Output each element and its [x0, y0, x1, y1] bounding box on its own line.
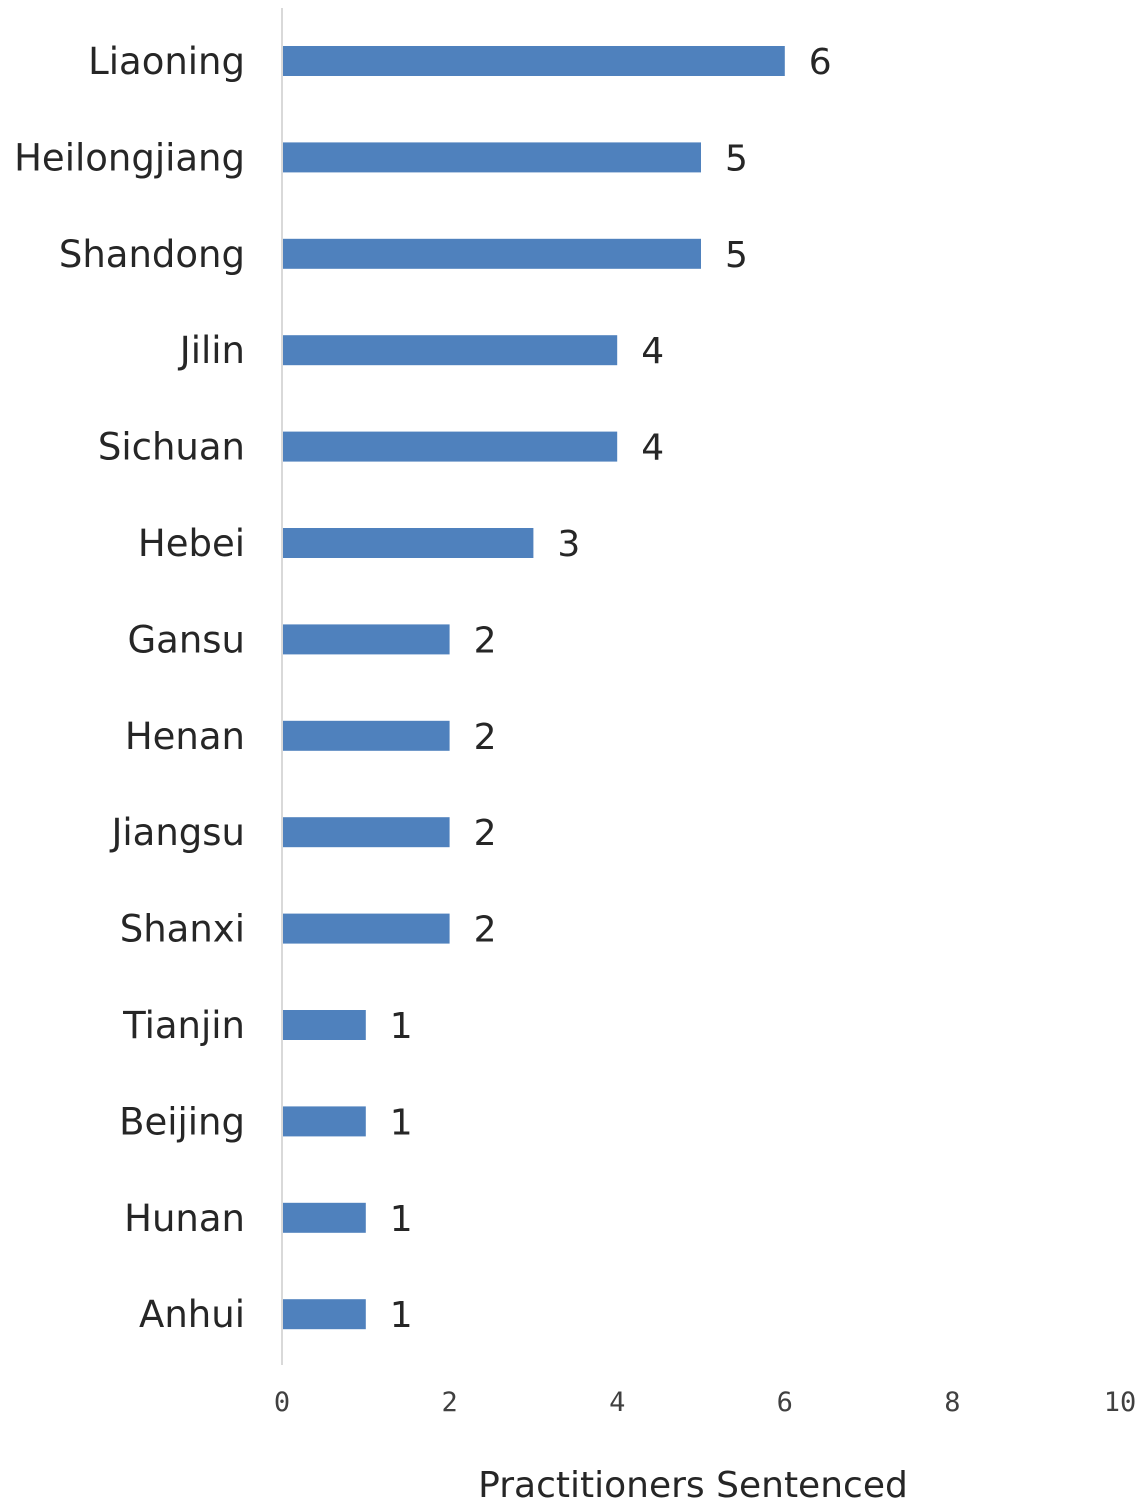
bar-sichuan: [282, 431, 618, 462]
category-label-gansu: Gansu: [127, 618, 245, 661]
category-label-liaoning: Liaoning: [88, 40, 245, 83]
data-label-henan: 2: [474, 717, 497, 758]
bar-shandong: [282, 238, 701, 269]
bar-jilin: [282, 335, 618, 366]
category-label-sichuan: Sichuan: [98, 426, 245, 469]
data-label-hunan: 1: [390, 1199, 413, 1240]
category-labels: Liaoning Heilongjiang Shandong Jilin Sichuan…: [14, 40, 245, 1336]
x-tick-label-6: 6: [777, 1387, 793, 1418]
bar-tianjin: [282, 1010, 366, 1040]
bar-anhui: [282, 1299, 366, 1330]
bar-gansu: [282, 624, 450, 655]
data-label-jilin: 4: [641, 331, 664, 372]
data-label-jiangsu: 2: [474, 813, 497, 854]
bar-shanxi: [282, 913, 450, 944]
category-label-anhui: Anhui: [139, 1293, 245, 1336]
bar-heilongjiang: [282, 142, 701, 173]
x-axis-title: Practitioners Sentenced: [478, 1465, 908, 1506]
category-label-jiangsu: Jiangsu: [109, 811, 245, 854]
data-label-beijing: 1: [390, 1102, 413, 1143]
category-label-heilongjiang: Heilongjiang: [14, 136, 245, 179]
data-label-hebei: 3: [557, 524, 580, 565]
data-label-heilongjiang: 5: [725, 138, 748, 179]
data-labels: 6 5 5 4 4 3 2 2 2 2 1 1 1 1: [390, 42, 832, 1336]
x-axis-tick-labels: 0 2 4 6 8 10: [274, 1387, 1136, 1418]
data-label-tianjin: 1: [390, 1006, 413, 1047]
category-label-hebei: Hebei: [138, 522, 245, 565]
data-label-shanxi: 2: [474, 910, 497, 951]
bar-beijing: [282, 1106, 366, 1137]
x-tick-label-8: 8: [944, 1387, 960, 1418]
data-label-shandong: 5: [725, 235, 748, 276]
bar-hunan: [282, 1202, 366, 1233]
category-label-tianjin: Tianjin: [122, 1004, 245, 1047]
data-label-anhui: 1: [390, 1295, 413, 1336]
category-label-beijing: Beijing: [119, 1100, 245, 1143]
bars-group: [282, 46, 785, 1330]
data-label-liaoning: 6: [809, 42, 832, 83]
data-label-gansu: 2: [474, 620, 497, 661]
x-tick-label-0: 0: [274, 1387, 290, 1418]
bar-hebei: [282, 528, 534, 558]
x-tick-label-2: 2: [441, 1387, 457, 1418]
category-label-shandong: Shandong: [59, 233, 245, 276]
category-label-shanxi: Shanxi: [120, 908, 245, 951]
x-tick-label-10: 10: [1104, 1387, 1137, 1418]
category-label-hunan: Hunan: [124, 1197, 245, 1240]
bar-jiangsu: [282, 817, 450, 848]
category-label-henan: Henan: [125, 715, 245, 758]
category-label-jilin: Jilin: [178, 329, 245, 372]
bar-henan: [282, 720, 450, 751]
data-label-sichuan: 4: [641, 428, 664, 469]
bar-liaoning: [282, 46, 785, 76]
x-tick-label-4: 4: [609, 1387, 625, 1418]
